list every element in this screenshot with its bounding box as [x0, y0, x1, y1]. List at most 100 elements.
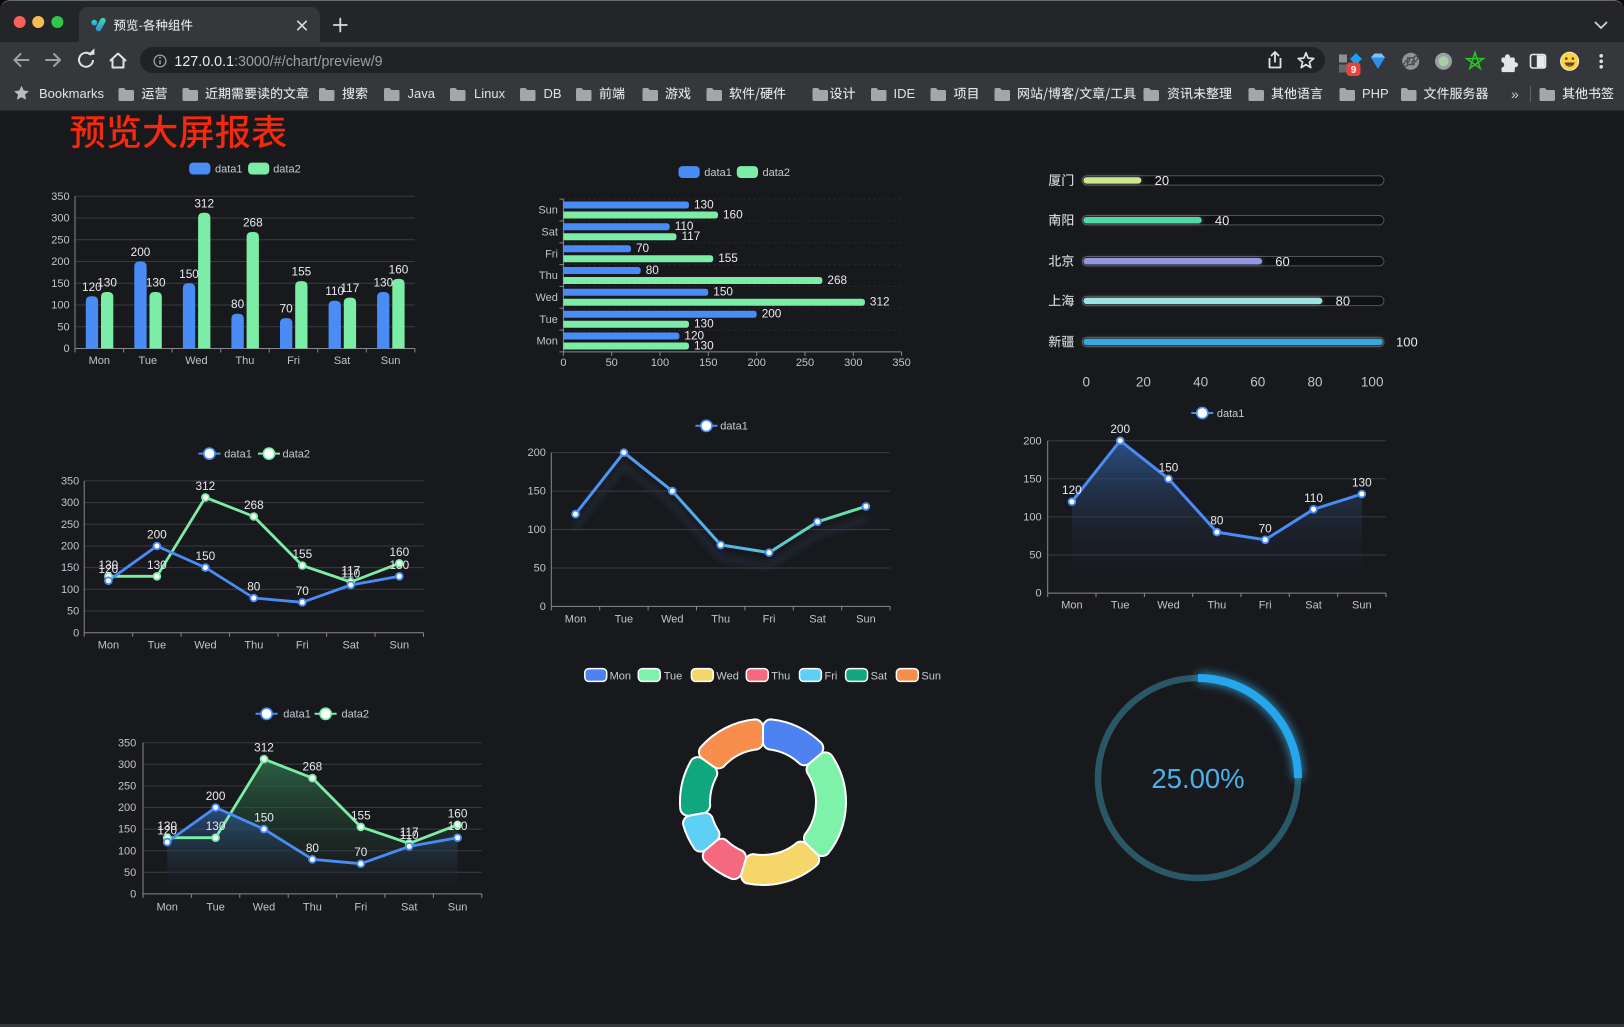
svg-text:Sat: Sat [343, 640, 360, 652]
svg-text:Sat: Sat [541, 226, 558, 238]
svg-text:Sat: Sat [334, 355, 351, 367]
svg-text:120: 120 [82, 280, 102, 294]
svg-text:300: 300 [61, 497, 79, 509]
svg-text:268: 268 [243, 216, 263, 230]
svg-text:Sun: Sun [448, 901, 468, 913]
svg-text:130: 130 [146, 276, 166, 290]
svg-text:130: 130 [694, 317, 714, 331]
svg-text:130: 130 [1352, 476, 1372, 490]
svg-text:80: 80 [646, 263, 660, 277]
svg-text:Mon: Mon [610, 671, 631, 683]
svg-text:70: 70 [636, 241, 650, 255]
svg-text:120: 120 [684, 328, 704, 342]
svg-text:Sun: Sun [856, 613, 876, 625]
svg-text:Sat: Sat [871, 671, 888, 683]
svg-text:0: 0 [540, 601, 546, 613]
svg-text:350: 350 [892, 357, 910, 369]
svg-text:150: 150 [713, 285, 733, 299]
svg-text:117: 117 [340, 281, 359, 295]
svg-text:40: 40 [1215, 213, 1229, 228]
svg-text:20: 20 [1155, 173, 1169, 188]
svg-text:Sun: Sun [538, 205, 558, 217]
svg-text:Tue: Tue [148, 640, 167, 652]
svg-text:200: 200 [118, 802, 136, 814]
svg-text:300: 300 [118, 759, 136, 771]
svg-text:Wed: Wed [661, 613, 683, 625]
svg-text:PHP: PHP [1362, 86, 1389, 101]
svg-text:150: 150 [528, 486, 546, 498]
svg-text:Thu: Thu [711, 613, 730, 625]
svg-text:Mon: Mon [98, 640, 119, 652]
svg-text:80: 80 [1210, 514, 1224, 528]
svg-text:25.00%: 25.00% [1151, 763, 1244, 794]
svg-text:Sun: Sun [390, 640, 410, 652]
svg-text:Tue: Tue [1111, 600, 1130, 612]
svg-text:155: 155 [292, 265, 312, 279]
svg-text:0: 0 [130, 889, 136, 901]
svg-text:130: 130 [694, 338, 714, 352]
svg-text:130: 130 [389, 558, 409, 572]
svg-text:155: 155 [351, 808, 371, 822]
svg-text:60: 60 [1275, 254, 1289, 269]
svg-text:Tue: Tue [615, 613, 634, 625]
svg-text:268: 268 [244, 498, 264, 512]
svg-text:250: 250 [118, 781, 136, 793]
svg-text:Mon: Mon [565, 613, 586, 625]
svg-text:160: 160 [723, 207, 743, 221]
svg-text:Fri: Fri [825, 671, 838, 683]
svg-text:data2: data2 [283, 449, 311, 461]
svg-text:130: 130 [694, 197, 714, 211]
svg-text:70: 70 [1259, 521, 1273, 535]
svg-text:Tue: Tue [539, 314, 558, 326]
svg-text:110: 110 [325, 284, 344, 298]
svg-text:200: 200 [206, 789, 226, 803]
svg-text:Wed: Wed [1157, 600, 1179, 612]
svg-text:Thu: Thu [244, 640, 263, 652]
svg-text:150: 150 [179, 267, 199, 281]
svg-text:312: 312 [194, 196, 214, 210]
svg-text:data1: data1 [704, 167, 732, 179]
svg-text:Tue: Tue [664, 671, 683, 683]
svg-text:350: 350 [51, 191, 69, 203]
svg-text:Fri: Fri [545, 248, 558, 260]
svg-text:200: 200 [51, 256, 69, 268]
svg-text:150: 150 [1023, 473, 1041, 485]
svg-text:60: 60 [1250, 375, 1265, 390]
svg-text:»: » [1511, 86, 1519, 102]
svg-text:250: 250 [61, 519, 79, 531]
svg-text:data1: data1 [283, 709, 311, 721]
svg-text:268: 268 [303, 760, 323, 774]
svg-text:data1: data1 [224, 449, 252, 461]
svg-text:Mon: Mon [156, 901, 177, 913]
svg-text:Thu: Thu [303, 901, 322, 913]
svg-text:Sat: Sat [401, 901, 418, 913]
svg-text:Wed: Wed [716, 671, 738, 683]
svg-text:Wed: Wed [535, 292, 557, 304]
svg-text:117: 117 [400, 825, 419, 839]
svg-text:120: 120 [157, 824, 177, 838]
svg-text:110: 110 [400, 828, 419, 842]
svg-text:data1: data1 [215, 164, 243, 176]
svg-text:0: 0 [63, 343, 69, 355]
svg-text:Wed: Wed [185, 355, 207, 367]
svg-text:300: 300 [844, 357, 862, 369]
svg-text:300: 300 [51, 213, 69, 225]
svg-text:data2: data2 [763, 167, 791, 179]
svg-text:Wed: Wed [253, 901, 275, 913]
svg-text:50: 50 [57, 321, 69, 333]
svg-text:IDE: IDE [894, 86, 916, 101]
svg-text:Fri: Fri [296, 640, 309, 652]
svg-text:50: 50 [606, 357, 618, 369]
svg-text:350: 350 [118, 737, 136, 749]
svg-text:data1: data1 [720, 421, 748, 433]
svg-text:110: 110 [1304, 491, 1323, 505]
svg-text:160: 160 [448, 806, 468, 820]
svg-text:200: 200 [1110, 422, 1130, 436]
svg-text:70: 70 [296, 584, 310, 598]
svg-text:50: 50 [124, 867, 136, 879]
svg-text:data2: data2 [273, 164, 301, 176]
svg-text:250: 250 [51, 234, 69, 246]
svg-text:100: 100 [61, 584, 79, 596]
svg-text:80: 80 [247, 580, 261, 594]
svg-text:200: 200 [748, 357, 766, 369]
